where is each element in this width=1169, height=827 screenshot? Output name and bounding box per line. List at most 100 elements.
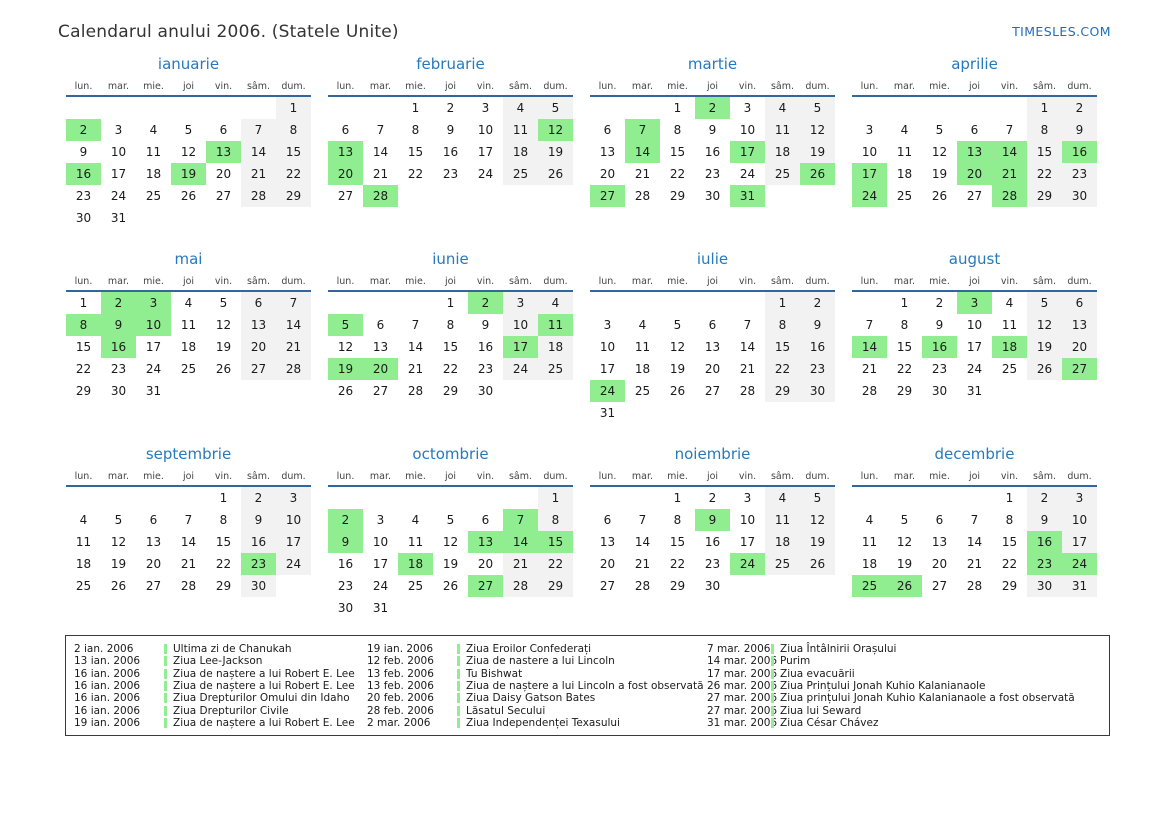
week-row: 9 10 11 12 13 14 15 [328, 531, 573, 553]
empty-day-cell [625, 292, 660, 314]
weekday-label: dum. [805, 471, 830, 482]
day-cell: 16 [442, 145, 459, 159]
week-row: 23 24 25 26 27 28 29 [328, 575, 573, 597]
day-cell: 19 [538, 141, 573, 163]
day-cell: 25 [896, 189, 913, 203]
week-row: 17 18 19 20 21 22 23 [590, 358, 835, 380]
week-row: 29 30 31 [66, 380, 311, 402]
site-logo-link[interactable]: TIMESLES.COM [1012, 24, 1111, 39]
weekday-label: joi [444, 276, 457, 287]
day-cell: 2 [1027, 487, 1062, 509]
empty-day-cell [852, 97, 887, 119]
day-cell: 15 [407, 145, 424, 159]
day-cell: 7 [1005, 123, 1014, 137]
week-row: 6 7 8 9 10 11 12 [590, 119, 835, 141]
day-cell: 19 [931, 167, 948, 181]
weekday-header-row: lun. mar. mie. joi vin. sâm. dum. [852, 471, 1097, 487]
empty-day-cell [765, 402, 800, 424]
month-ianuarie: ianuarie lun. mar. mie. joi vin. sâm. dum. 1 2 3 4 5… [66, 54, 311, 229]
day-cell: 27 [372, 384, 389, 398]
day-cell: 15 [1027, 141, 1062, 163]
holiday-marker-icon [457, 668, 460, 679]
day-cell: 1 [446, 296, 455, 310]
week-row: 31 [590, 402, 835, 424]
day-cell: 5 [900, 513, 909, 527]
day-cell: 3 [865, 123, 874, 137]
empty-day-cell [276, 380, 311, 402]
legend-entry-date: 19 ian. 2006 [74, 716, 141, 729]
day-cell: 26 [538, 163, 573, 185]
day-cell: 6 [935, 513, 944, 527]
weekday-label: mar. [631, 276, 654, 287]
day-cell: 8 [66, 314, 101, 336]
day-cell: 26 [800, 163, 835, 185]
day-cell: 4 [184, 296, 193, 310]
day-cell: 18 [398, 553, 433, 575]
week-row: 8 9 10 11 12 13 14 [66, 314, 311, 336]
weekday-label: vin. [476, 276, 495, 287]
day-cell: 26 [337, 384, 354, 398]
legend-entry: 13 ian. 2006 Ziua Lee-Jackson [74, 655, 367, 667]
day-cell: 9 [79, 145, 88, 159]
day-cell: 12 [800, 119, 835, 141]
empty-day-cell [503, 597, 538, 619]
legend-entry-holiday-name: Ziua evacuării [780, 667, 855, 680]
day-cell: 12 [1027, 314, 1062, 336]
empty-day-cell [206, 380, 241, 402]
legend-entry: 13 feb. 2006 Tu Bishwat [367, 668, 707, 680]
day-cell: 23 [75, 189, 92, 203]
weekday-label: mar. [369, 81, 392, 92]
legend-entry-holiday-name: Lăsatul Secului [466, 704, 546, 717]
legend-entry: 28 feb. 2006 Lăsatul Secului [367, 704, 707, 717]
day-cell: 1 [673, 491, 682, 505]
legend-entry-holiday-name: Ziua Eroilor Confederați [466, 643, 592, 656]
week-row: 14 15 16 17 18 19 20 [852, 336, 1097, 358]
day-cell: 7 [184, 513, 193, 527]
day-cell: 23 [1062, 163, 1097, 185]
day-cell: 1 [538, 487, 573, 509]
day-cell: 22 [669, 167, 686, 181]
day-cell: 17 [852, 163, 887, 185]
week-row: 6 7 8 9 10 11 12 [328, 119, 573, 141]
weekday-label: dum. [543, 471, 568, 482]
day-cell: 22 [442, 362, 459, 376]
day-cell: 16 [922, 336, 957, 358]
month-title: septembrie [145, 445, 232, 463]
day-cell: 16 [704, 535, 721, 549]
day-cell: 30 [1062, 185, 1097, 207]
legend-entry-date: 12 feb. 2006 [367, 655, 434, 668]
empty-day-cell [765, 185, 800, 207]
weekday-header-row: lun. mar. mie. joi vin. sâm. dum. [590, 471, 835, 487]
legend-entry-date: 26 mar. 2006 [707, 679, 778, 692]
week-row: 19 20 21 22 23 24 25 [328, 358, 573, 380]
empty-day-cell [800, 402, 835, 424]
day-cell: 9 [241, 509, 276, 531]
weekday-label: mar. [369, 276, 392, 287]
legend-column: 2 ian. 2006 Ultima zi de Chanukah 13 ian. … [74, 643, 367, 729]
weekday-label: mar. [631, 471, 654, 482]
day-cell: 19 [896, 557, 913, 571]
day-cell: 11 [1001, 318, 1018, 332]
weekday-label: dum. [1067, 276, 1092, 287]
empty-day-cell [363, 292, 398, 314]
holiday-marker-icon [457, 693, 460, 704]
day-cell: 12 [931, 145, 948, 159]
day-cell: 28 [180, 579, 197, 593]
day-cell: 24 [590, 380, 625, 402]
day-cell: 21 [180, 557, 197, 571]
day-cell: 29 [1027, 185, 1062, 207]
day-cell: 18 [634, 362, 651, 376]
empty-day-cell [328, 292, 363, 314]
week-row: 28 29 30 31 [852, 380, 1097, 402]
empty-day-cell [992, 97, 1027, 119]
day-cell: 5 [219, 296, 228, 310]
week-row: 5 6 7 8 9 10 11 [328, 314, 573, 336]
weekday-label: joi [968, 81, 981, 92]
day-cell: 8 [1027, 119, 1062, 141]
empty-day-cell [625, 97, 660, 119]
legend-entry: 27 mar. 2006 Ziua prințului Jonah Kuhio K… [707, 692, 1101, 704]
day-cell: 23 [704, 167, 721, 181]
day-cell: 14 [739, 340, 756, 354]
day-cell: 29 [1001, 579, 1018, 593]
